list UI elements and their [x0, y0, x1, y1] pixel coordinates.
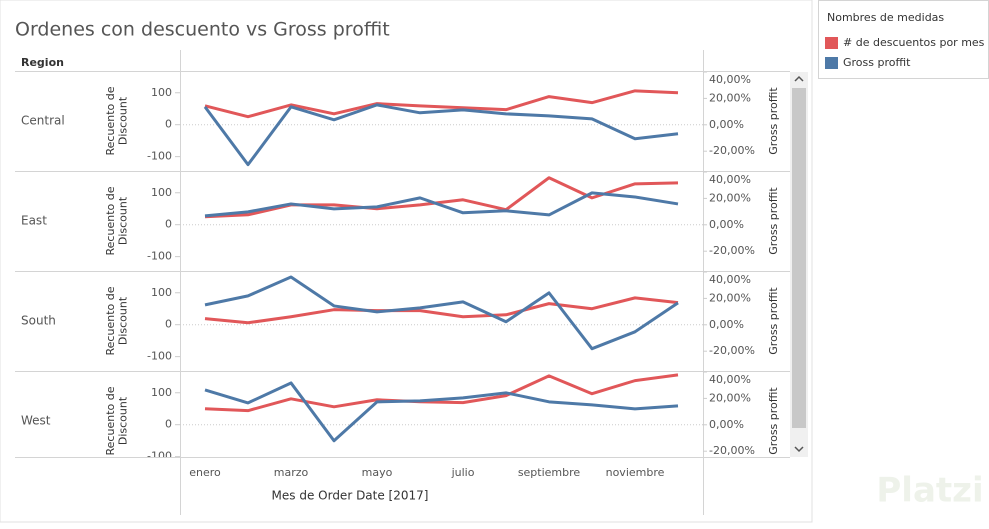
- y2-tick-label: 40,00%: [709, 173, 751, 186]
- x-tick-label: septiembre: [518, 466, 581, 479]
- y2-tick-label: -20,00%: [709, 244, 755, 257]
- y2-tick-label: 0,00%: [709, 418, 744, 431]
- scroll-down[interactable]: [794, 446, 804, 453]
- region-label: West: [21, 414, 51, 428]
- x-tick-label: enero: [189, 466, 221, 479]
- y2-tick-label: 0,00%: [709, 318, 744, 331]
- y-tick-label: 100: [151, 386, 172, 399]
- legend-label: Gross proffit: [843, 56, 911, 69]
- y2-tick-label: 40,00%: [709, 373, 751, 386]
- region-label: Central: [21, 114, 65, 128]
- sheet-background: [0, 0, 813, 523]
- y-axis-title-line: Discount: [117, 196, 130, 245]
- y-axis-title: Recuento deDiscount: [104, 286, 130, 355]
- row-header: Region: [21, 56, 64, 69]
- series-line: [203, 103, 679, 167]
- y2-tick-label: 40,00%: [709, 273, 751, 286]
- chart-title: Ordenes con descuento vs Gross proffit: [15, 19, 390, 41]
- legend-label: # de descuentos por mes: [843, 36, 985, 49]
- y2-tick-label: 0,00%: [709, 118, 744, 131]
- y-axis-title: Recuento deDiscount: [104, 186, 130, 255]
- series-line: [204, 89, 679, 119]
- y-tick-label: 0: [165, 218, 172, 231]
- y-tick-label: -100: [147, 250, 172, 263]
- scroll-up[interactable]: [794, 75, 804, 82]
- y-tick-label: -100: [147, 350, 172, 363]
- y-axis-title-line: Discount: [117, 96, 130, 145]
- watermark: Platzi: [876, 471, 983, 511]
- y2-tick-label: 20,00%: [709, 191, 751, 204]
- y2-axis-title: Gross proffit: [767, 287, 780, 355]
- panels: Central Recuento deDiscount Gross proffit1…: [15, 72, 790, 463]
- region-label: South: [21, 314, 56, 328]
- legend: [818, 0, 989, 79]
- y2-tick-label: 20,00%: [709, 91, 751, 104]
- legend-swatch: [825, 57, 838, 69]
- x-tick-label: marzo: [274, 466, 309, 479]
- y-axis-title: Recuento deDiscount: [104, 386, 130, 455]
- x-tick-label: mayo: [362, 466, 393, 479]
- y-tick-label: -100: [147, 450, 172, 463]
- x-axis: enero marzo mayo julio septiembre noviembre: [189, 466, 664, 479]
- y-axis-title-line: Discount: [117, 396, 130, 445]
- y2-tick-label: -20,00%: [709, 144, 755, 157]
- series-line: [204, 296, 679, 325]
- y2-tick-label: -20,00%: [709, 444, 755, 457]
- y-tick-label: 100: [151, 86, 172, 99]
- y-tick-label: 100: [151, 286, 172, 299]
- y-tick-label: 0: [165, 318, 172, 331]
- y-axis-title-line: Recuento de: [104, 186, 117, 255]
- y-axis-title-line: Recuento de: [104, 286, 117, 355]
- y2-axis-title: Gross proffit: [767, 187, 780, 255]
- x-tick-label: noviembre: [606, 466, 665, 479]
- scrollbar-thumb[interactable]: [792, 88, 806, 428]
- series-line: [204, 191, 679, 218]
- y2-axis-title: Gross proffit: [767, 387, 780, 455]
- y-axis-title-line: Recuento de: [104, 386, 117, 455]
- y-tick-label: -100: [147, 150, 172, 163]
- y-tick-label: 0: [165, 418, 172, 431]
- legend-swatch: [825, 37, 838, 49]
- region-label: East: [21, 214, 47, 228]
- legend-items: # de descuentos por mes Gross proffit: [825, 36, 985, 69]
- y-tick-label: 0: [165, 118, 172, 131]
- y-axis-title-line: Discount: [117, 296, 130, 345]
- y2-tick-label: 20,00%: [709, 391, 751, 404]
- y-axis-title-line: Recuento de: [104, 86, 117, 155]
- y2-tick-label: 20,00%: [709, 291, 751, 304]
- y-tick-label: 100: [151, 186, 172, 199]
- legend-title: Nombres de medidas: [827, 11, 944, 24]
- y-axis-title: Recuento deDiscount: [104, 86, 130, 155]
- y2-tick-label: 40,00%: [709, 73, 751, 86]
- series-line: [204, 275, 679, 351]
- x-axis-title: Mes de Order Date [2017]: [272, 489, 429, 503]
- y2-tick-label: 0,00%: [709, 218, 744, 231]
- y2-tick-label: -20,00%: [709, 344, 755, 357]
- series-line: [204, 373, 679, 413]
- series-line: [204, 381, 679, 443]
- y2-axis-title: Gross proffit: [767, 87, 780, 155]
- x-tick-label: julio: [451, 466, 475, 479]
